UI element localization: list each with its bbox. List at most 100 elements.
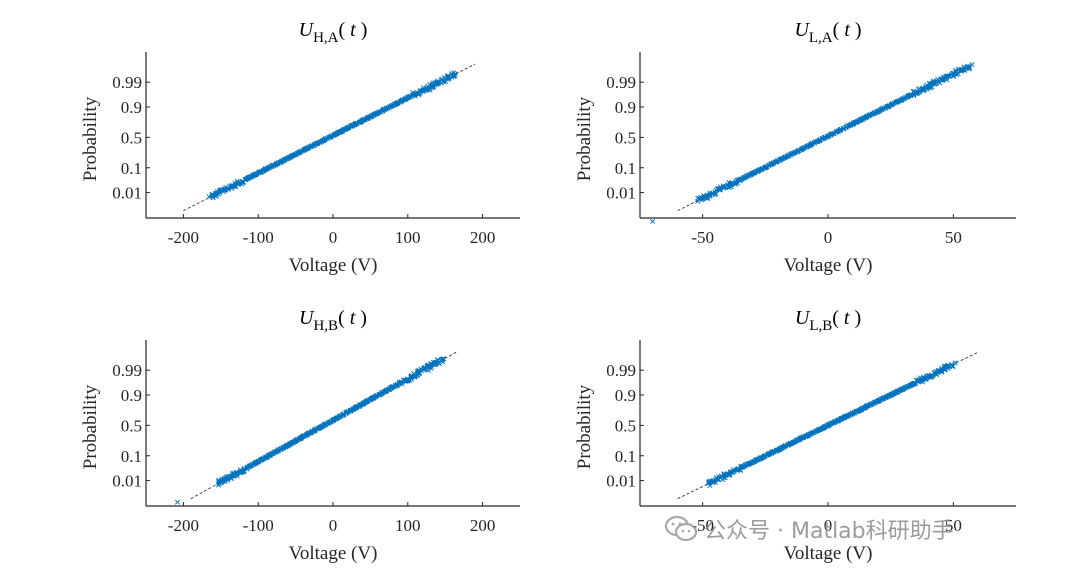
y-tick-label: 0.99 [606, 361, 636, 380]
data-point [829, 420, 835, 426]
data-point [969, 61, 975, 68]
wechat-icon [664, 515, 698, 542]
data-point [829, 131, 835, 137]
data-point [895, 98, 901, 104]
data-point [730, 467, 736, 473]
title-open-paren: ( [832, 307, 844, 329]
title-variable: U [795, 307, 811, 329]
x-tick-label: -50 [691, 228, 714, 247]
data-point [411, 91, 417, 97]
subplot-title: UH,A( t ) [299, 19, 368, 46]
data-point [650, 218, 656, 224]
y-tick-label: 0.99 [112, 361, 142, 380]
data-point [452, 73, 458, 79]
title-argument: t [844, 307, 850, 329]
subplot-2: -50 0 50 0.01 0.1 0.5 0.9 0.99 Voltage (V) Probab… [574, 19, 1016, 276]
subplot-title: UL,B( t ) [795, 307, 861, 334]
data-point [435, 358, 441, 364]
y-tick-label: 0.5 [121, 128, 142, 147]
data-point [452, 71, 458, 77]
data-point [952, 360, 958, 366]
x-tick-label: -100 [243, 516, 274, 535]
title-argument: t [350, 19, 356, 41]
y-tick-label: 0.1 [615, 159, 636, 178]
title-variable: U [299, 307, 315, 329]
data-point [960, 67, 966, 73]
y-tick-label: 0.5 [121, 416, 142, 435]
title-subscript: L,B [809, 318, 832, 334]
data-point [728, 182, 734, 188]
x-tick-label: 200 [470, 228, 496, 247]
y-tick-label: 0.01 [606, 472, 636, 491]
y-axis-label: Probability [574, 384, 595, 469]
y-tick-label: 0.9 [615, 98, 636, 117]
x-tick-label: 0 [824, 516, 833, 535]
y-tick-label: 0.9 [615, 386, 636, 405]
subplot-1: -200 -100 0 100 200 0.01 0.1 0.5 0.9 0.99 Voltage … [80, 19, 520, 276]
data-point [439, 356, 445, 363]
x-tick-label: -200 [168, 516, 199, 535]
data-point [239, 178, 245, 184]
title-variable: U [299, 19, 315, 41]
data-point [707, 190, 713, 196]
title-subscript: H,B [313, 318, 338, 334]
data-point [937, 368, 943, 374]
data-point [436, 361, 442, 367]
data-point [901, 95, 907, 101]
data-point [721, 472, 727, 478]
data-point [949, 363, 955, 370]
x-axis-label: Voltage (V) [289, 255, 378, 276]
x-tick-label: -100 [243, 228, 274, 247]
x-tick-label: 0 [824, 228, 833, 247]
data-point [440, 356, 446, 362]
data-point [445, 73, 451, 79]
x-tick-label: 50 [945, 228, 962, 247]
title-argument: t [350, 307, 356, 329]
x-tick-label: -50 [691, 516, 714, 535]
data-point [921, 375, 927, 381]
data-point [785, 152, 791, 158]
y-tick-label: 0.1 [121, 159, 142, 178]
data-point [174, 499, 180, 505]
title-subscript: H,A [313, 30, 339, 46]
watermark: 公众号 · Matlab科研助手 [664, 512, 954, 546]
y-tick-label: 0.5 [615, 416, 636, 435]
data-point [915, 89, 921, 95]
data-point [420, 85, 426, 91]
x-tick-label: 100 [395, 228, 421, 247]
title-open-paren: ( [338, 19, 350, 41]
y-tick-label: 0.9 [121, 386, 142, 405]
data-point [396, 379, 402, 385]
title-subscript: L,A [809, 30, 833, 46]
x-tick-label: 200 [470, 516, 496, 535]
x-tick-label: 50 [945, 516, 962, 535]
x-tick-label: 100 [395, 516, 421, 535]
data-point [762, 164, 768, 170]
data-point [344, 409, 350, 415]
subplot-title: UH,B( t ) [299, 307, 367, 334]
y-tick-label: 0.5 [615, 128, 636, 147]
data-point [323, 136, 329, 142]
title-variable: U [794, 19, 810, 41]
y-tick-label: 0.99 [112, 73, 142, 92]
data-point [395, 99, 401, 105]
data-point [946, 73, 952, 79]
y-tick-label: 0.1 [121, 447, 142, 466]
title-close-paren: ) [356, 19, 368, 41]
x-tick-label: 0 [329, 228, 338, 247]
y-tick-label: 0.01 [606, 184, 636, 203]
x-tick-label: -200 [168, 228, 199, 247]
data-point [932, 81, 938, 87]
y-tick-label: 0.9 [121, 98, 142, 117]
title-close-paren: ) [849, 307, 861, 329]
x-tick-label: 0 [329, 516, 338, 535]
data-point [921, 374, 927, 380]
subplot-3: -200 -100 0 100 200 0.01 0.1 0.5 0.9 0.99 Voltage … [80, 307, 520, 564]
y-tick-label: 0.1 [615, 447, 636, 466]
y-tick-label: 0.01 [112, 472, 142, 491]
title-close-paren: ) [355, 307, 367, 329]
y-tick-label: 0.01 [112, 184, 142, 203]
title-open-paren: ( [338, 307, 350, 329]
data-point [434, 78, 440, 84]
